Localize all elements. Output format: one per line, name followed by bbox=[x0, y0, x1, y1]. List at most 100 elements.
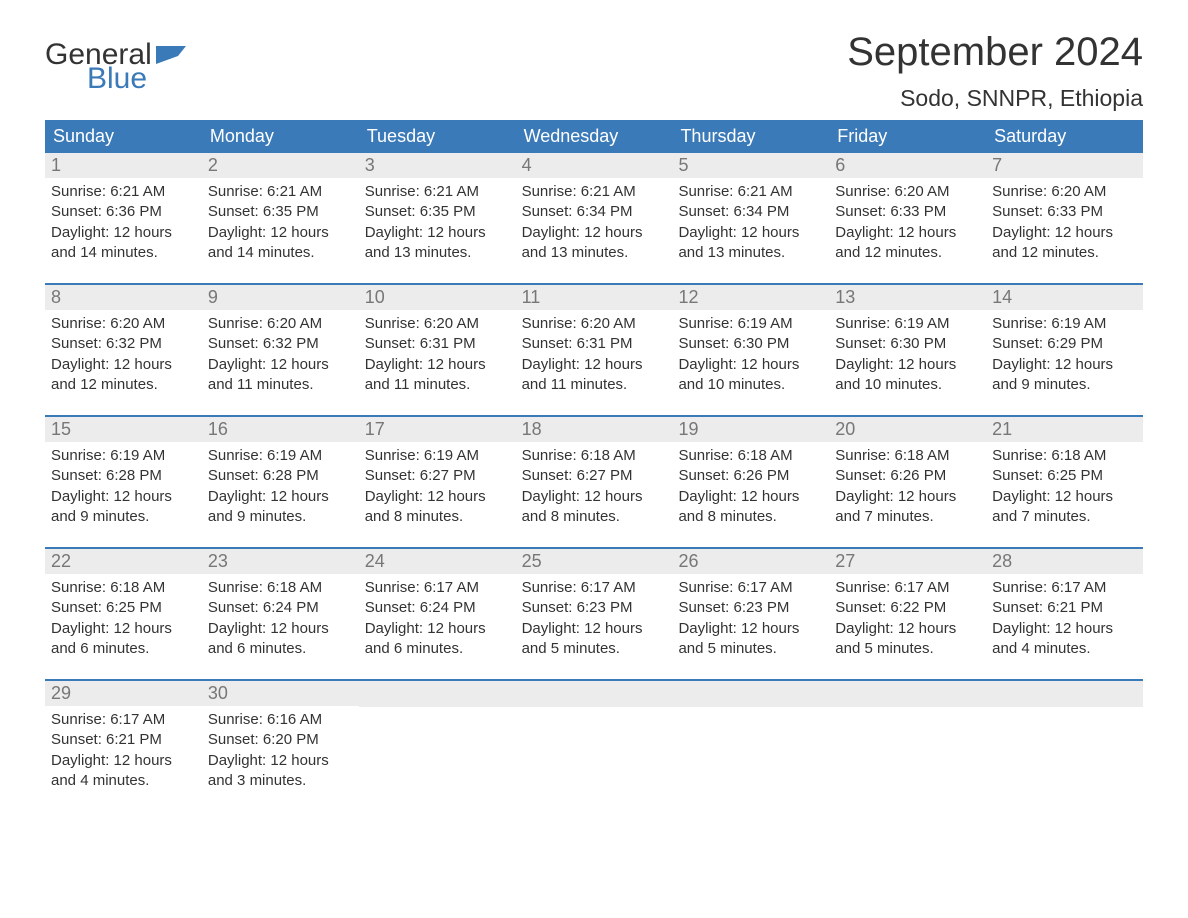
day-content: Sunrise: 6:20 AMSunset: 6:32 PMDaylight:… bbox=[202, 310, 359, 415]
sunset-text: Sunset: 6:32 PM bbox=[208, 334, 353, 354]
day-cell: 25Sunrise: 6:17 AMSunset: 6:23 PMDayligh… bbox=[516, 549, 673, 679]
empty-day-cell bbox=[516, 681, 673, 811]
day-number: 28 bbox=[986, 549, 1143, 574]
day-content: Sunrise: 6:19 AMSunset: 6:28 PMDaylight:… bbox=[45, 442, 202, 547]
day-number: 16 bbox=[202, 417, 359, 442]
day-content: Sunrise: 6:20 AMSunset: 6:31 PMDaylight:… bbox=[516, 310, 673, 415]
daylight-text-line1: Daylight: 12 hours bbox=[522, 223, 667, 243]
sunset-text: Sunset: 6:21 PM bbox=[51, 730, 196, 750]
day-cell: 22Sunrise: 6:18 AMSunset: 6:25 PMDayligh… bbox=[45, 549, 202, 679]
sunset-text: Sunset: 6:35 PM bbox=[365, 202, 510, 222]
daylight-text-line1: Daylight: 12 hours bbox=[992, 619, 1137, 639]
daylight-text-line1: Daylight: 12 hours bbox=[678, 487, 823, 507]
day-number: 20 bbox=[829, 417, 986, 442]
daylight-text-line2: and 5 minutes. bbox=[678, 639, 823, 659]
day-content: Sunrise: 6:20 AMSunset: 6:31 PMDaylight:… bbox=[359, 310, 516, 415]
day-number: 6 bbox=[829, 153, 986, 178]
daylight-text-line1: Daylight: 12 hours bbox=[835, 223, 980, 243]
day-cell: 24Sunrise: 6:17 AMSunset: 6:24 PMDayligh… bbox=[359, 549, 516, 679]
daylight-text-line2: and 14 minutes. bbox=[51, 243, 196, 263]
empty-day-number-bar bbox=[829, 681, 986, 707]
weekday-header-row: Sunday Monday Tuesday Wednesday Thursday… bbox=[45, 120, 1143, 153]
day-number: 14 bbox=[986, 285, 1143, 310]
day-content: Sunrise: 6:18 AMSunset: 6:24 PMDaylight:… bbox=[202, 574, 359, 679]
day-cell: 16Sunrise: 6:19 AMSunset: 6:28 PMDayligh… bbox=[202, 417, 359, 547]
weekday-header: Friday bbox=[829, 120, 986, 153]
day-number: 24 bbox=[359, 549, 516, 574]
day-content: Sunrise: 6:20 AMSunset: 6:33 PMDaylight:… bbox=[986, 178, 1143, 283]
day-number: 21 bbox=[986, 417, 1143, 442]
day-content: Sunrise: 6:17 AMSunset: 6:23 PMDaylight:… bbox=[516, 574, 673, 679]
day-cell: 2Sunrise: 6:21 AMSunset: 6:35 PMDaylight… bbox=[202, 153, 359, 283]
sunset-text: Sunset: 6:34 PM bbox=[522, 202, 667, 222]
day-number: 5 bbox=[672, 153, 829, 178]
day-number: 30 bbox=[202, 681, 359, 706]
day-cell: 9Sunrise: 6:20 AMSunset: 6:32 PMDaylight… bbox=[202, 285, 359, 415]
sunset-text: Sunset: 6:24 PM bbox=[208, 598, 353, 618]
sunset-text: Sunset: 6:35 PM bbox=[208, 202, 353, 222]
daylight-text-line2: and 8 minutes. bbox=[522, 507, 667, 527]
day-cell: 13Sunrise: 6:19 AMSunset: 6:30 PMDayligh… bbox=[829, 285, 986, 415]
day-cell: 14Sunrise: 6:19 AMSunset: 6:29 PMDayligh… bbox=[986, 285, 1143, 415]
daylight-text-line2: and 14 minutes. bbox=[208, 243, 353, 263]
sunrise-text: Sunrise: 6:16 AM bbox=[208, 710, 353, 730]
week-row: 29Sunrise: 6:17 AMSunset: 6:21 PMDayligh… bbox=[45, 679, 1143, 811]
day-cell: 17Sunrise: 6:19 AMSunset: 6:27 PMDayligh… bbox=[359, 417, 516, 547]
day-content: Sunrise: 6:16 AMSunset: 6:20 PMDaylight:… bbox=[202, 706, 359, 811]
day-cell: 10Sunrise: 6:20 AMSunset: 6:31 PMDayligh… bbox=[359, 285, 516, 415]
day-content: Sunrise: 6:18 AMSunset: 6:25 PMDaylight:… bbox=[45, 574, 202, 679]
sunset-text: Sunset: 6:26 PM bbox=[835, 466, 980, 486]
weeks-container: 1Sunrise: 6:21 AMSunset: 6:36 PMDaylight… bbox=[45, 153, 1143, 811]
daylight-text-line2: and 12 minutes. bbox=[992, 243, 1137, 263]
sunset-text: Sunset: 6:27 PM bbox=[365, 466, 510, 486]
daylight-text-line2: and 4 minutes. bbox=[992, 639, 1137, 659]
sunset-text: Sunset: 6:25 PM bbox=[51, 598, 196, 618]
daylight-text-line2: and 9 minutes. bbox=[992, 375, 1137, 395]
day-content: Sunrise: 6:21 AMSunset: 6:36 PMDaylight:… bbox=[45, 178, 202, 283]
sunset-text: Sunset: 6:20 PM bbox=[208, 730, 353, 750]
logo-text-blue: Blue bbox=[87, 64, 186, 94]
day-content: Sunrise: 6:18 AMSunset: 6:25 PMDaylight:… bbox=[986, 442, 1143, 547]
day-cell: 11Sunrise: 6:20 AMSunset: 6:31 PMDayligh… bbox=[516, 285, 673, 415]
title-block: September 2024 Sodo, SNNPR, Ethiopia bbox=[847, 30, 1143, 112]
sunrise-text: Sunrise: 6:17 AM bbox=[51, 710, 196, 730]
day-cell: 6Sunrise: 6:20 AMSunset: 6:33 PMDaylight… bbox=[829, 153, 986, 283]
daylight-text-line1: Daylight: 12 hours bbox=[51, 619, 196, 639]
weekday-header: Wednesday bbox=[516, 120, 673, 153]
daylight-text-line2: and 9 minutes. bbox=[51, 507, 196, 527]
daylight-text-line1: Daylight: 12 hours bbox=[522, 487, 667, 507]
day-content: Sunrise: 6:19 AMSunset: 6:30 PMDaylight:… bbox=[829, 310, 986, 415]
daylight-text-line2: and 13 minutes. bbox=[522, 243, 667, 263]
day-content: Sunrise: 6:19 AMSunset: 6:29 PMDaylight:… bbox=[986, 310, 1143, 415]
daylight-text-line2: and 6 minutes. bbox=[365, 639, 510, 659]
daylight-text-line1: Daylight: 12 hours bbox=[835, 619, 980, 639]
empty-day-number-bar bbox=[672, 681, 829, 707]
day-cell: 5Sunrise: 6:21 AMSunset: 6:34 PMDaylight… bbox=[672, 153, 829, 283]
sunset-text: Sunset: 6:26 PM bbox=[678, 466, 823, 486]
sunset-text: Sunset: 6:30 PM bbox=[678, 334, 823, 354]
sunrise-text: Sunrise: 6:18 AM bbox=[208, 578, 353, 598]
sunrise-text: Sunrise: 6:17 AM bbox=[522, 578, 667, 598]
day-cell: 1Sunrise: 6:21 AMSunset: 6:36 PMDaylight… bbox=[45, 153, 202, 283]
sunset-text: Sunset: 6:33 PM bbox=[835, 202, 980, 222]
daylight-text-line1: Daylight: 12 hours bbox=[365, 619, 510, 639]
sunrise-text: Sunrise: 6:18 AM bbox=[835, 446, 980, 466]
daylight-text-line2: and 12 minutes. bbox=[835, 243, 980, 263]
day-number: 13 bbox=[829, 285, 986, 310]
sunset-text: Sunset: 6:28 PM bbox=[51, 466, 196, 486]
day-number: 10 bbox=[359, 285, 516, 310]
day-cell: 4Sunrise: 6:21 AMSunset: 6:34 PMDaylight… bbox=[516, 153, 673, 283]
weekday-header: Monday bbox=[202, 120, 359, 153]
day-number: 25 bbox=[516, 549, 673, 574]
daylight-text-line1: Daylight: 12 hours bbox=[678, 619, 823, 639]
month-title: September 2024 bbox=[847, 30, 1143, 75]
sunrise-text: Sunrise: 6:21 AM bbox=[678, 182, 823, 202]
daylight-text-line2: and 8 minutes. bbox=[678, 507, 823, 527]
day-number: 8 bbox=[45, 285, 202, 310]
sunrise-text: Sunrise: 6:17 AM bbox=[992, 578, 1137, 598]
sunrise-text: Sunrise: 6:21 AM bbox=[51, 182, 196, 202]
sunrise-text: Sunrise: 6:18 AM bbox=[992, 446, 1137, 466]
day-number: 23 bbox=[202, 549, 359, 574]
sunrise-text: Sunrise: 6:18 AM bbox=[522, 446, 667, 466]
sunrise-text: Sunrise: 6:20 AM bbox=[208, 314, 353, 334]
